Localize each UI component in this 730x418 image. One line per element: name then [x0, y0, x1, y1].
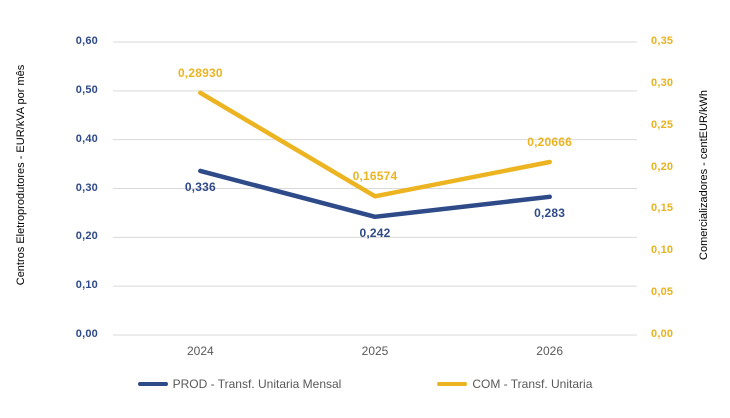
data-label: 0,283: [534, 205, 566, 220]
x-axis-tick-label: 2025: [361, 344, 389, 358]
left-axis-tick-label: 0,10: [75, 279, 98, 292]
right-axis-tick-label: 0,00: [651, 328, 674, 340]
left-axis-tick-label: 0,60: [75, 35, 98, 47]
right-axis-tick-label: 0,35: [651, 35, 674, 47]
legend-label-com: COM - Transf. Unitaria: [472, 377, 593, 391]
prod-line-swatch-icon: [137, 382, 168, 386]
com-line-swatch-icon: [437, 382, 468, 386]
left-axis-title: Centros Eletroprodutores - EUR/kVA por m…: [15, 64, 27, 286]
x-axis-tick-label: 2024: [186, 344, 214, 358]
right-axis-title: Comercializadores - centEUR/kWh: [698, 90, 710, 260]
left-axis-tick-label: 0,00: [75, 328, 98, 340]
left-axis-tick-label: 0,20: [75, 230, 98, 243]
right-axis-tick-label: 0,05: [651, 286, 674, 299]
data-label: 0,242: [359, 225, 391, 240]
right-axis-tick-label: 0,25: [651, 118, 674, 131]
legend-label-prod: PROD - Transf. Unitaria Mensal: [172, 377, 342, 391]
legend-item-com: COM - Transf. Unitaria: [437, 377, 592, 391]
left-axis-tick-label: 0,40: [75, 132, 98, 145]
data-label: 0,336: [184, 179, 216, 194]
x-axis-tick-label: 2026: [536, 344, 563, 358]
left-axis-tick-label: 0,30: [75, 181, 98, 194]
series-line-prod: [198, 168, 552, 220]
right-axis-tick-label: 0,20: [651, 160, 674, 173]
series-line-com: [198, 90, 552, 199]
legend: PROD - Transf. Unitaria Mensal COM - Tra…: [0, 377, 730, 391]
left-axis-tick-label: 0,50: [75, 83, 98, 96]
data-label: 0,16574: [352, 169, 398, 184]
data-label: 0,20666: [527, 134, 573, 149]
data-label: 0,28930: [177, 65, 223, 80]
right-axis-tick-label: 0,15: [651, 202, 674, 215]
legend-item-prod: PROD - Transf. Unitaria Mensal: [137, 377, 342, 391]
right-axis-tick-label: 0,30: [651, 76, 674, 89]
right-axis-tick-label: 0,10: [651, 244, 674, 257]
